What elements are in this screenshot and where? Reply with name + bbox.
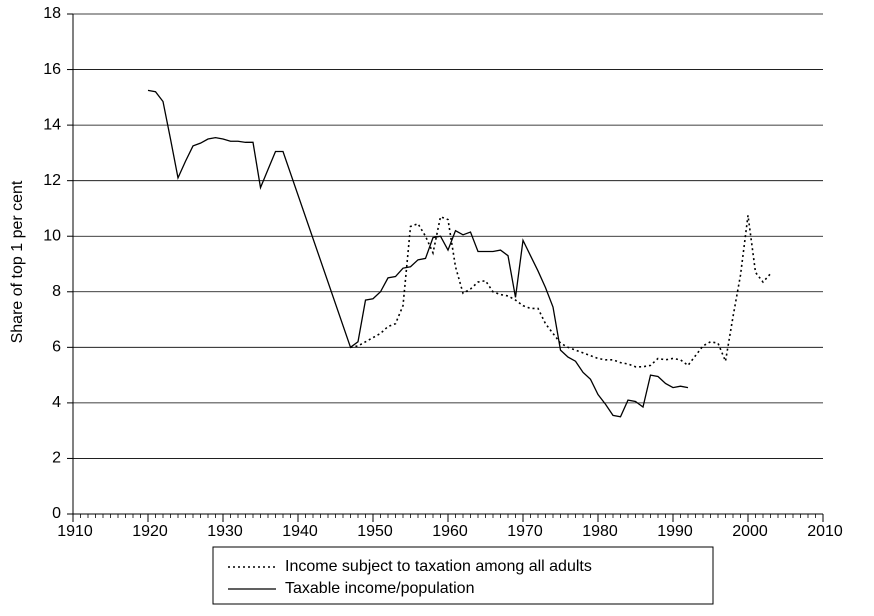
y-tick-label: 18: [43, 5, 61, 22]
x-tick-label: 2000: [732, 523, 768, 540]
x-tick-label: 1920: [132, 523, 168, 540]
x-tick-label: 1940: [282, 523, 318, 540]
y-tick-label: 6: [52, 339, 61, 356]
x-tick-label: 1990: [657, 523, 693, 540]
y-tick-label: 16: [43, 61, 61, 78]
y-tick-label: 14: [43, 116, 61, 133]
x-tick-label: 1910: [57, 523, 93, 540]
y-tick-label: 4: [52, 394, 61, 411]
x-tick-label: 1950: [357, 523, 393, 540]
y-axis-title: Share of top 1 per cent: [9, 180, 26, 343]
y-tick-label: 12: [43, 172, 61, 189]
y-tick-label: 10: [43, 227, 61, 244]
x-tick-label: 1970: [507, 523, 543, 540]
x-tick-label: 2010: [807, 523, 843, 540]
legend-box: [212, 546, 714, 605]
legend-label: Taxable income/population: [285, 580, 474, 597]
y-tick-label: 2: [52, 450, 61, 467]
x-tick-label: 1930: [207, 523, 243, 540]
data-line: [350, 215, 772, 368]
x-tick-label: 1980: [582, 523, 618, 540]
x-tick-label: 1960: [432, 523, 468, 540]
legend-label: Income subject to taxation among all adu…: [285, 558, 592, 575]
y-tick-label: 8: [52, 283, 61, 300]
data-line: [147, 89, 689, 418]
y-tick-label: 0: [52, 505, 61, 522]
